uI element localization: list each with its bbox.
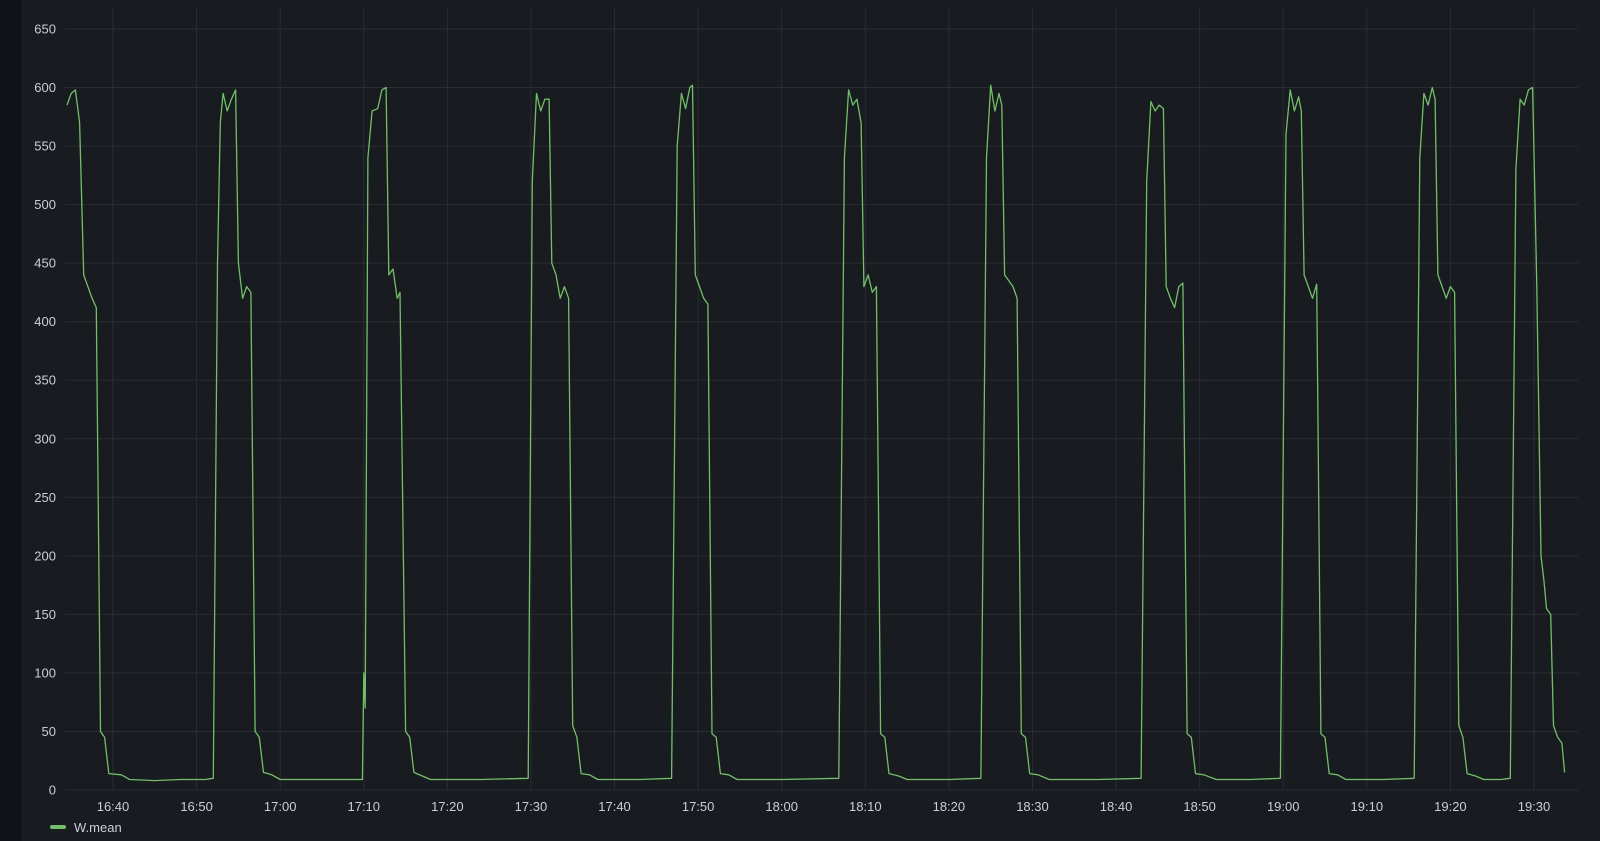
y-tick-label: 50: [42, 724, 56, 739]
y-tick-label: 250: [34, 490, 56, 505]
legend[interactable]: W.mean: [50, 818, 122, 836]
y-tick-label: 0: [49, 783, 56, 798]
x-tick-label: 17:20: [431, 799, 464, 812]
y-tick-label: 600: [34, 80, 56, 95]
x-tick-label: 19:20: [1434, 799, 1467, 812]
x-tick-label: 16:50: [180, 799, 213, 812]
y-axis-ticks: 0 50 100 150 200 250 300 350 400 450 500 550 600 650: [34, 22, 56, 798]
x-axis-ticks: 16:40 16:50 17:00 17:10 17:20 17:30 17:40 17:50…: [97, 799, 1551, 812]
y-tick-label: 100: [34, 665, 56, 680]
x-tick-label: 19:10: [1351, 799, 1384, 812]
x-tick-label: 18:30: [1016, 799, 1049, 812]
y-tick-label: 450: [34, 256, 56, 271]
y-tick-label: 400: [34, 314, 56, 329]
x-tick-label: 16:40: [97, 799, 130, 812]
y-tick-label: 550: [34, 139, 56, 154]
x-tick-label: 17:10: [347, 799, 380, 812]
x-tick-label: 18:20: [933, 799, 966, 812]
y-tick-label: 350: [34, 373, 56, 388]
x-tick-label: 17:00: [264, 799, 297, 812]
y-tick-label: 200: [34, 548, 56, 563]
x-tick-label: 19:00: [1267, 799, 1300, 812]
x-tick-label: 17:50: [682, 799, 715, 812]
y-tick-label: 150: [34, 607, 56, 622]
x-tick-label: 17:40: [598, 799, 631, 812]
series-layer: [66, 84, 1566, 782]
grid: [65, 8, 1578, 791]
y-tick-label: 650: [34, 22, 56, 37]
y-tick-label: 500: [34, 197, 56, 212]
y-tick-label: 300: [34, 431, 56, 446]
series-line: [66, 84, 1566, 782]
line-chart[interactable]: 050100150200250300350400450500550600650 …: [0, 0, 1600, 812]
legend-label[interactable]: W.mean: [74, 819, 122, 835]
x-tick-label: 18:00: [765, 799, 798, 812]
x-tick-label: 18:50: [1183, 799, 1216, 812]
x-tick-label: 18:40: [1100, 799, 1133, 812]
x-tick-label: 19:30: [1518, 799, 1551, 812]
x-tick-label: 18:10: [849, 799, 882, 812]
x-tick-label: 17:30: [515, 799, 548, 812]
legend-swatch: [50, 825, 66, 829]
panel-left-edge: [0, 0, 23, 841]
